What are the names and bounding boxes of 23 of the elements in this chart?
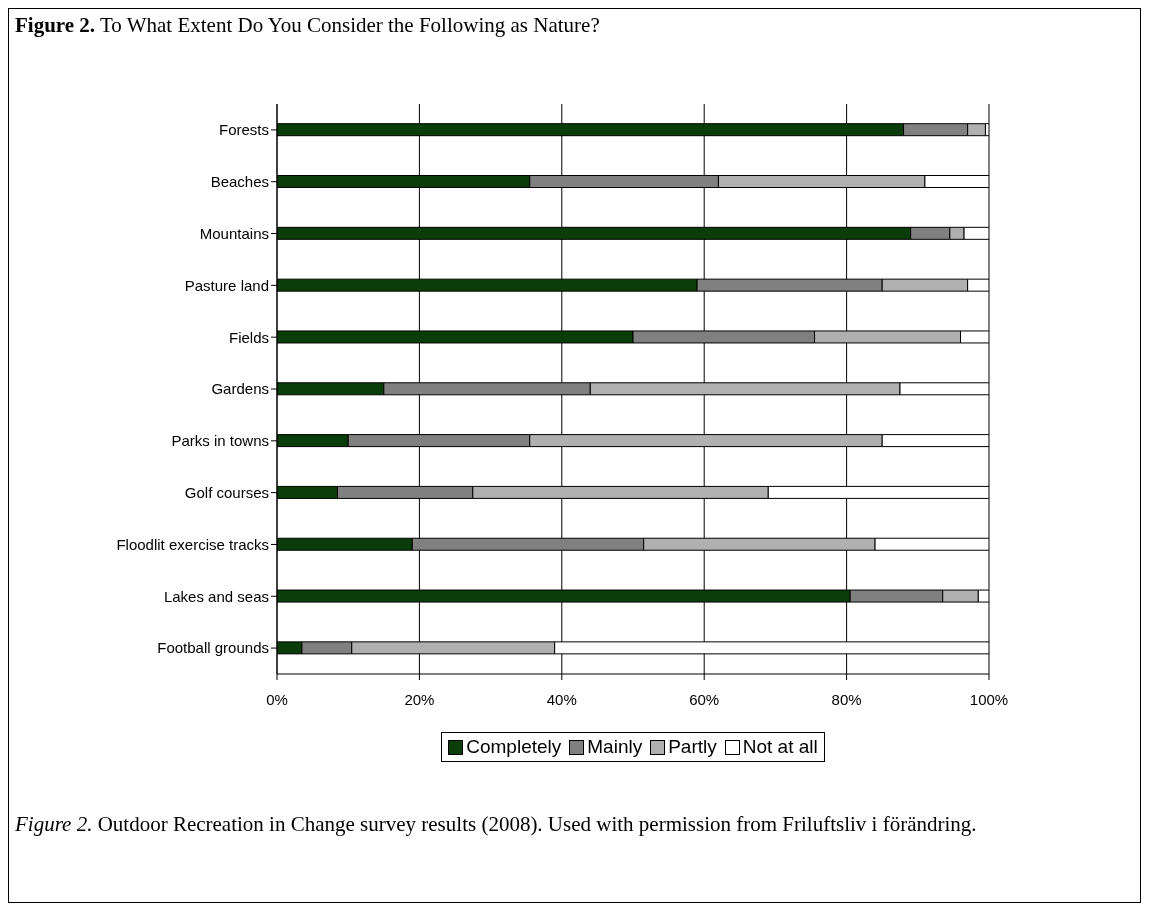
y-tick-label: Football grounds [157,639,269,657]
x-tick-label: 100% [969,690,1009,708]
y-tick-label: Floodlit exercise tracks [116,535,269,553]
y-tick-label: Fields [228,328,269,346]
y-tick-label: Beaches [210,173,269,191]
y-tick-label: Mountains [199,224,269,242]
y-tick-label: Parks in towns [171,432,269,450]
y-tick-label: Forests [218,121,269,139]
legend-label: Completely [465,736,562,758]
chart-title: Figure 2. To What Extent Do You Consider the Following as Nature? [15,13,600,37]
x-tick-label: 80% [831,690,862,708]
legend-label: Mainly [586,736,643,758]
legend-label: Not at all [741,736,818,758]
y-tick-label: Pasture land [184,276,269,294]
x-tick-label: 60% [689,690,720,708]
x-tick-label: 40% [546,690,577,708]
legend-label: Partly [667,736,717,758]
y-tick-label: Golf courses [184,483,269,501]
y-tick-label: Gardens [211,380,269,398]
x-tick-label: 0% [266,690,288,708]
y-tick-label: Lakes and seas [163,587,269,605]
caption: Figure 2. Outdoor Recreation in Change survey results (2008). Used with permission from Friluftsliv i förändring. [15,812,977,836]
x-tick-label: 20% [404,690,435,708]
